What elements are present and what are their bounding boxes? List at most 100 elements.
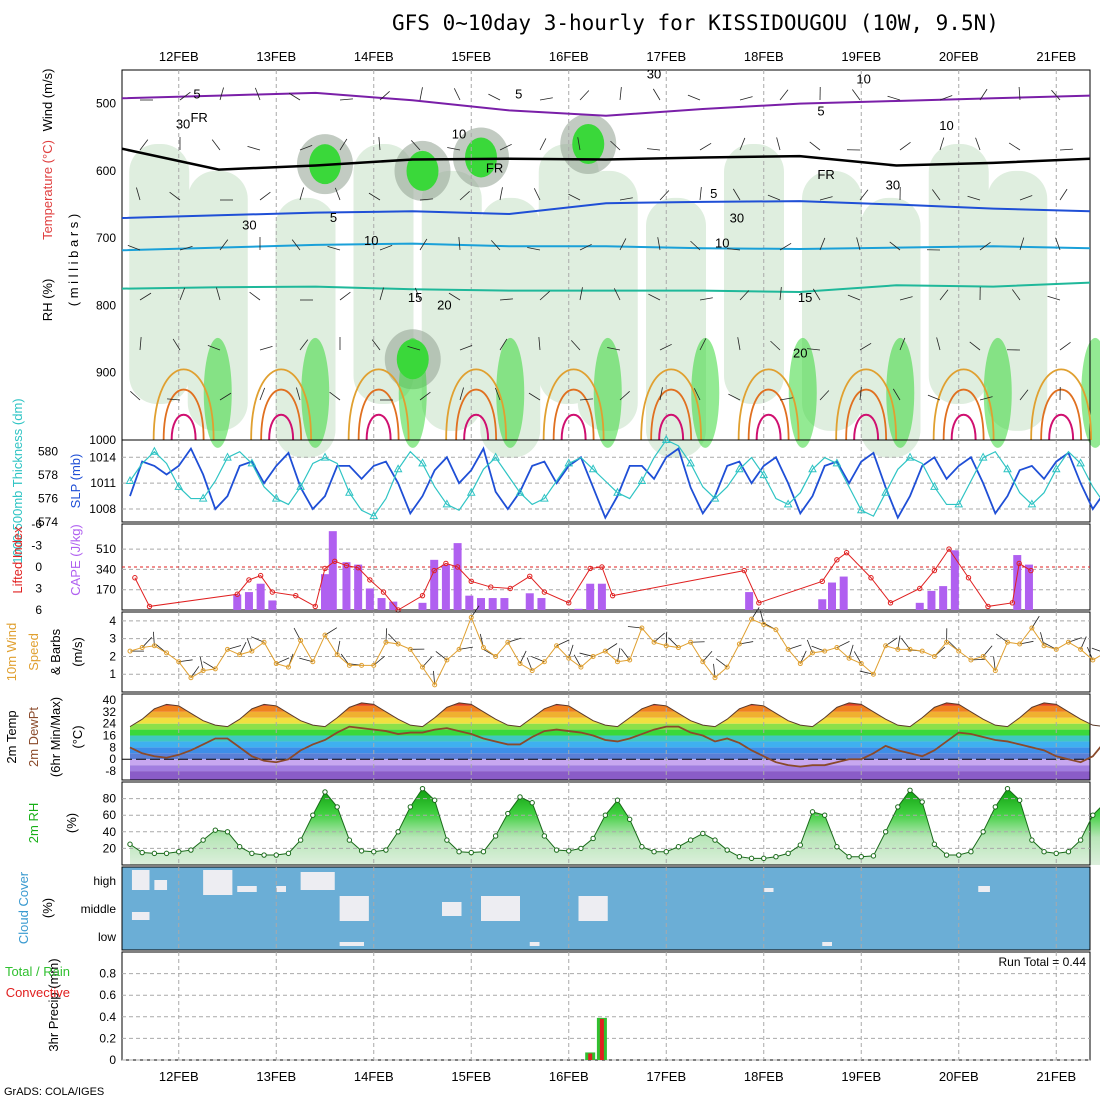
rh-marker [261, 852, 267, 858]
contour-label: 20 [793, 345, 807, 360]
wind-tick: 1 [109, 667, 116, 681]
wind-barb [856, 237, 861, 251]
temp-contour-25 [932, 368, 995, 441]
wind-barb [368, 192, 381, 201]
temp-contour-35 [950, 413, 977, 441]
wind-barb [179, 246, 193, 251]
wind-barb [539, 97, 553, 101]
rh-shading [187, 170, 248, 431]
thickness-marker [320, 452, 330, 461]
temp-2m-frame [121, 693, 1091, 781]
wind-barb [619, 197, 633, 201]
wind-barb [610, 140, 621, 151]
wind-barb [527, 247, 541, 251]
wind-barb [739, 96, 753, 101]
wind-barb [779, 287, 782, 301]
cape-bar [441, 564, 450, 610]
cloud-block [203, 870, 233, 895]
pressure-tick: 600 [96, 164, 116, 178]
wind-speed-marker [834, 645, 840, 651]
rh-marker [249, 850, 255, 857]
precip-total-label: Total / Rain [5, 964, 70, 979]
wind-barb [499, 143, 512, 151]
pressure-tick: 800 [96, 298, 116, 312]
thickness-marker [466, 487, 476, 496]
temp-axis-label-1: 2m Temp [4, 710, 19, 763]
rh-axis-label-2: (%) [64, 813, 79, 833]
wind-speed-marker [298, 637, 304, 643]
temp-tick: 0 [109, 752, 116, 766]
rh-shading-low [398, 337, 427, 448]
cape-bar [465, 595, 474, 610]
contour-label: 20 [437, 297, 451, 312]
li-marker [1009, 600, 1016, 606]
rh-marker [651, 849, 657, 855]
wind-speed-marker [127, 648, 133, 654]
wind-barb [647, 148, 661, 151]
contour-label: 5 [193, 86, 200, 101]
precip-panel: 0 0.2 0.4 0.6 0.8 Run Total = 0.44 3hr Precip … [5, 951, 1091, 1067]
wind-speed-marker [1065, 639, 1071, 645]
temp-contour-30 [942, 388, 985, 441]
wind-barb [1008, 142, 1021, 151]
cloud-block [339, 942, 364, 946]
wind-speed-marker [749, 616, 755, 622]
rh-marker [176, 849, 182, 855]
temp-contour-25 [737, 368, 800, 441]
wind-barb [499, 187, 503, 201]
li-marker [843, 549, 850, 556]
wind-barb [327, 246, 341, 251]
wind-barb [139, 139, 149, 151]
cape-bar [233, 594, 242, 610]
wind-barb [247, 146, 261, 151]
temp-contour-35 [755, 413, 782, 441]
wind-barb [619, 391, 630, 401]
wind-barb [254, 87, 261, 101]
rh-marker [139, 849, 145, 856]
temp-contour-35 [463, 413, 490, 441]
pressure-tick: 700 [96, 231, 116, 245]
wind-barb [459, 387, 464, 401]
rh-marker [956, 852, 962, 858]
temp-contour-30 [845, 388, 888, 441]
rh-marker [419, 785, 426, 792]
rh-marker [602, 812, 609, 818]
li-marker [343, 562, 350, 569]
cape-bar [453, 543, 462, 610]
precip-tick: 0.6 [99, 988, 116, 1002]
wind-barb [539, 138, 547, 151]
precip-tick: 0.4 [99, 1010, 116, 1024]
wind-barb [770, 340, 781, 351]
li-marker [587, 565, 593, 572]
rh-marker [821, 812, 828, 818]
wind-barb [619, 238, 627, 251]
contour-label: 30 [730, 211, 744, 226]
temp-tick: 24 [103, 717, 117, 731]
wind-barb [136, 187, 141, 201]
thickness-tick: 580 [38, 445, 58, 459]
wind-speed-marker [700, 659, 706, 665]
rh-marker [1065, 849, 1072, 855]
temp-contour-30 [162, 388, 205, 441]
date-label-top: 19FEB [841, 49, 881, 64]
wind-speed-marker [554, 643, 560, 649]
wind-speed-marker [1017, 641, 1023, 647]
thickness-axis-label: 1000-500mb Thickness (dm) [10, 398, 25, 563]
contour-label: FR [817, 167, 834, 182]
wind-speed-marker [785, 646, 791, 652]
thickness-marker [223, 452, 232, 461]
rh-marker [297, 837, 304, 843]
temp-contour-25 [152, 368, 215, 441]
wind-barb [975, 137, 981, 151]
wind-barb [809, 141, 821, 151]
li-tick: 3 [35, 582, 42, 596]
li-marker [269, 589, 276, 595]
contour-label: 30 [886, 178, 900, 193]
wind-barb [488, 93, 501, 101]
cloud-block [154, 880, 168, 890]
li-tick: -6 [31, 517, 42, 531]
wind-axis-label: Wind (m/s) [40, 69, 55, 132]
rh-marker [553, 847, 560, 853]
wind-speed-marker [590, 653, 596, 659]
date-label-bottom: 16FEB [549, 1069, 589, 1084]
